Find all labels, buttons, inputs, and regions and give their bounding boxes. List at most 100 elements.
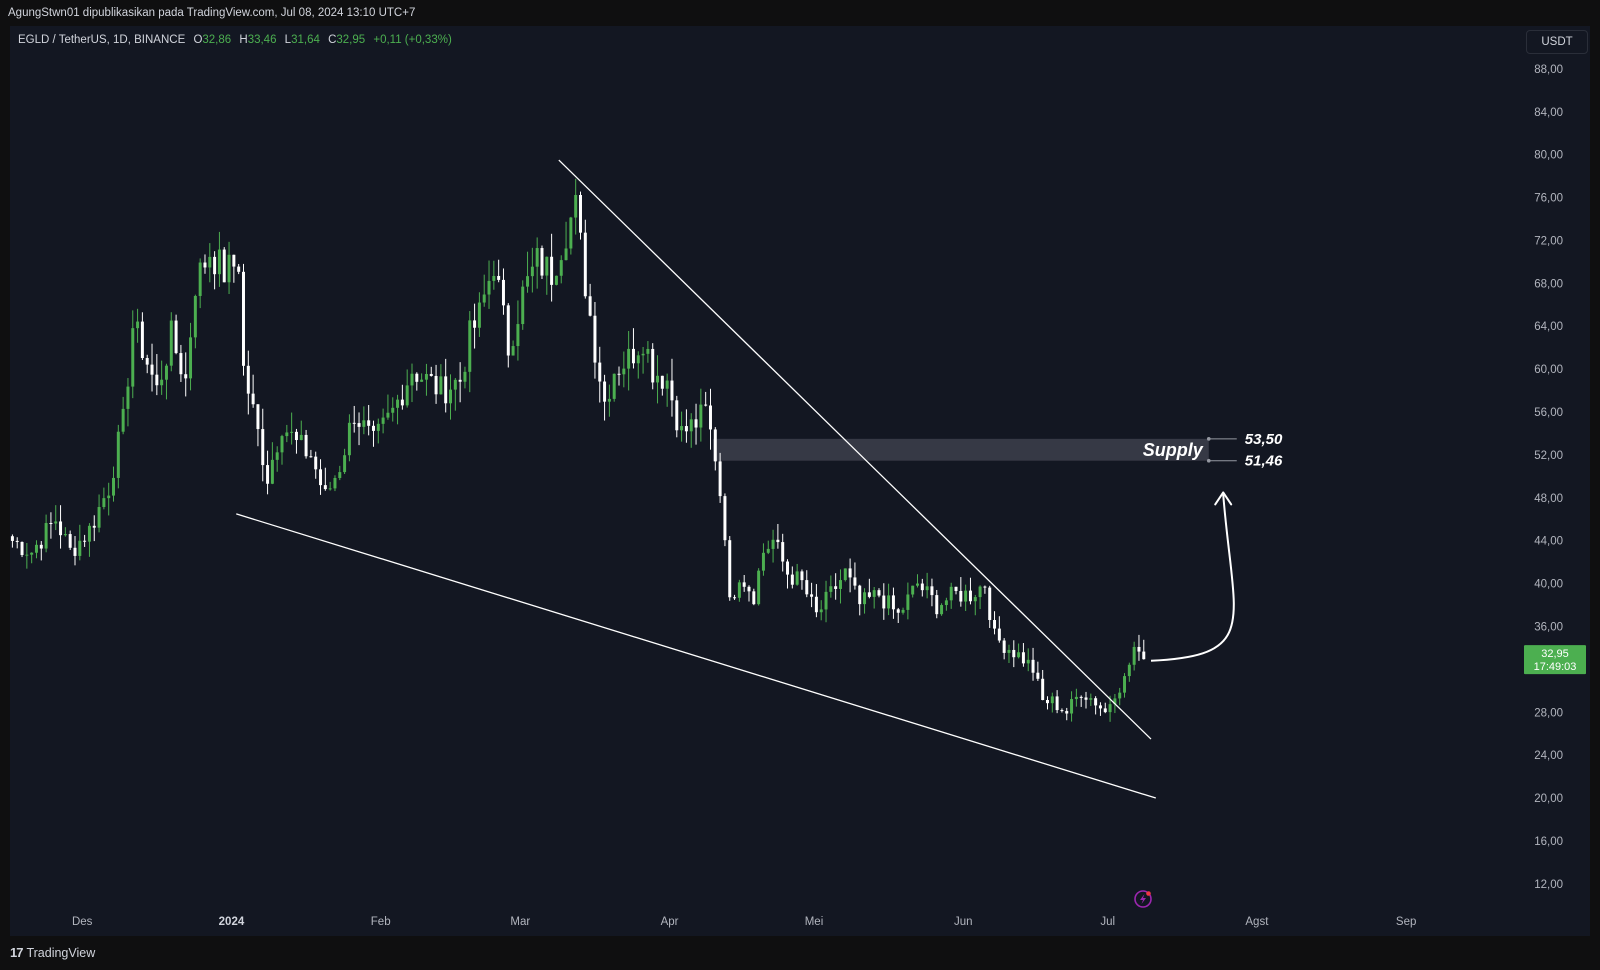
candle-body: [429, 373, 433, 376]
candle: [1050, 692, 1054, 713]
candle-body: [193, 295, 197, 338]
candle-body: [603, 381, 607, 402]
candle-body: [473, 320, 477, 328]
candle: [328, 481, 332, 491]
tradingview-brand[interactable]: 17 TradingView: [10, 945, 95, 960]
candle-body: [718, 461, 722, 497]
candle: [463, 366, 467, 389]
candle-body: [15, 540, 19, 542]
candle-body: [102, 498, 106, 508]
candle: [944, 597, 948, 611]
candle: [1074, 688, 1078, 707]
candle: [256, 404, 260, 447]
candle: [63, 527, 67, 537]
candle-body: [1026, 659, 1030, 664]
candle: [891, 587, 895, 619]
x-tick-label: Mar: [510, 916, 530, 928]
candle-body: [256, 404, 260, 430]
candle: [39, 541, 43, 561]
candle-body: [164, 365, 168, 380]
candle: [400, 384, 404, 410]
candle-body: [930, 586, 934, 596]
candle: [526, 251, 530, 293]
candle-body: [25, 554, 29, 556]
candle-body: [993, 620, 997, 629]
candle: [728, 536, 732, 601]
candle: [1103, 702, 1107, 714]
level-dot: [1206, 458, 1211, 463]
candle-body: [294, 431, 298, 441]
candle: [766, 540, 770, 555]
candle: [1132, 641, 1136, 671]
candle-body: [949, 586, 953, 601]
x-tick-label: Agst: [1245, 916, 1269, 928]
projection-arrow: [1150, 494, 1235, 662]
candle-body: [1012, 649, 1016, 658]
candle-body: [1137, 646, 1141, 652]
x-tick-label: Feb: [371, 916, 391, 928]
candle-body: [222, 249, 226, 283]
open-value: 32,86: [202, 34, 232, 46]
candle-body: [1050, 696, 1054, 704]
candle: [453, 377, 457, 411]
candle: [511, 340, 515, 356]
candle-body: [824, 591, 828, 610]
candle: [415, 372, 419, 391]
candle: [208, 243, 212, 283]
candle-body: [87, 525, 91, 542]
candle-body: [1127, 664, 1131, 677]
candle-body: [723, 496, 727, 541]
candle: [713, 427, 717, 471]
candle-body: [742, 582, 746, 587]
candle-body: [140, 321, 144, 359]
low-label: L: [284, 34, 292, 46]
candle: [579, 191, 582, 240]
candle: [237, 263, 241, 275]
candle: [429, 366, 433, 377]
top-bar: AgungStwn01 dipublikasikan pada TradingV…: [0, 0, 1600, 26]
candle: [424, 363, 428, 396]
candle: [973, 594, 977, 616]
candle: [140, 312, 144, 361]
candle: [232, 254, 236, 283]
candle-body: [795, 571, 799, 585]
candle-body: [733, 597, 737, 599]
candle: [896, 607, 900, 623]
candle-body: [1007, 649, 1011, 653]
candle-body: [747, 586, 751, 592]
candle: [786, 559, 790, 589]
price-chart[interactable]: Des 2024 Feb Mar Apr Mei Jun Jul Agst Sep 12,00 16…: [0, 0, 1600, 936]
candle: [477, 292, 481, 337]
candle-body: [550, 256, 554, 285]
candle-body: [30, 552, 34, 555]
candle: [189, 322, 193, 391]
candle: [126, 378, 130, 427]
symbol-legend: EGLD / TetherUS, 1D, BINANCE O32,86 H33,…: [18, 34, 452, 46]
candle-body: [1103, 708, 1107, 713]
candle: [583, 219, 587, 299]
candle-body: [198, 262, 202, 296]
candle-body: [607, 398, 611, 402]
y-tick-label: 88,00: [1534, 64, 1563, 76]
candle: [1098, 702, 1102, 716]
candle-body: [270, 459, 274, 484]
candle: [867, 578, 871, 599]
candle-body: [656, 375, 660, 383]
candle-body: [449, 389, 453, 404]
lightning-icon[interactable]: [1134, 890, 1152, 908]
candle: [386, 394, 390, 420]
candle: [246, 350, 250, 415]
candle: [497, 259, 501, 283]
candle: [930, 578, 934, 607]
level-label: 51,46: [1245, 453, 1283, 470]
candle: [863, 588, 867, 614]
x-tick-label: Apr: [661, 916, 679, 928]
candle: [646, 341, 650, 363]
currency-button[interactable]: USDT: [1526, 30, 1588, 54]
candle-body: [901, 609, 905, 613]
candle: [521, 280, 525, 330]
candle-body: [439, 376, 443, 395]
candle-body: [78, 540, 82, 556]
candle-body: [400, 399, 404, 406]
high-label: H: [239, 34, 248, 46]
